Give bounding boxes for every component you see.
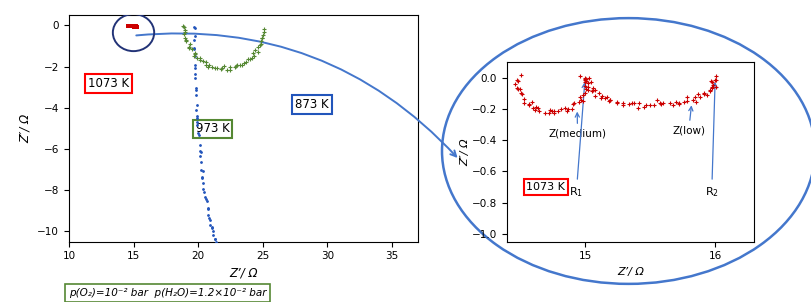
Text: Z(low): Z(low) [672, 107, 706, 136]
Text: 973 K: 973 K [195, 123, 230, 136]
Text: 1073 K: 1073 K [526, 182, 565, 192]
Y-axis label: Z″/ Ω: Z″/ Ω [461, 138, 470, 165]
Text: 873 K: 873 K [295, 98, 328, 111]
Text: Z(medium): Z(medium) [548, 113, 607, 139]
Text: R$_2$: R$_2$ [705, 83, 719, 198]
Text: p(O₂)=10⁻² bar  p(H₂O)=1.2×10⁻² bar: p(O₂)=10⁻² bar p(H₂O)=1.2×10⁻² bar [69, 288, 267, 298]
X-axis label: Z’/ Ω: Z’/ Ω [617, 267, 644, 277]
Y-axis label: Z″/ Ω: Z″/ Ω [19, 114, 32, 143]
X-axis label: Z’/ Ω: Z’/ Ω [229, 267, 258, 280]
Text: 1073 K: 1073 K [88, 77, 130, 90]
Text: R$_1$: R$_1$ [569, 83, 586, 198]
